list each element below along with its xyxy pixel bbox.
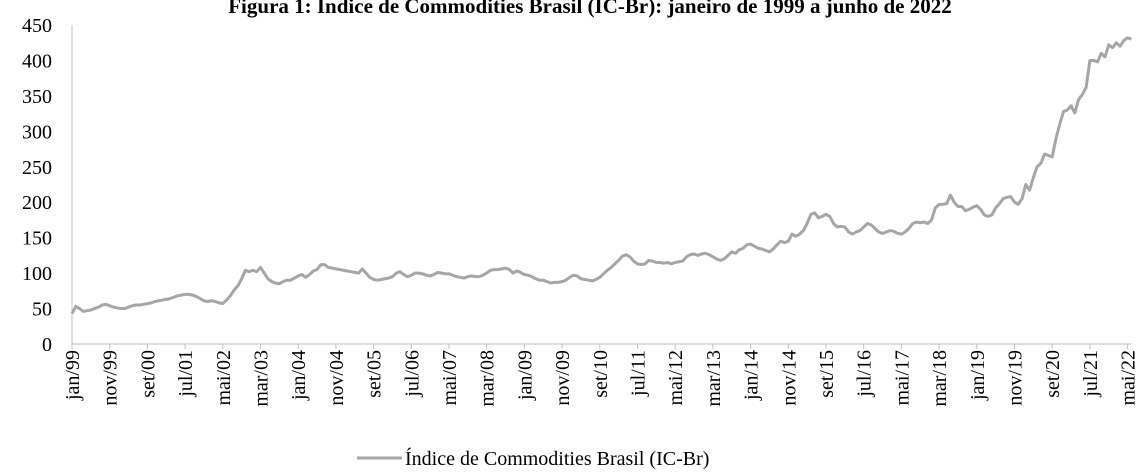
y-tick-label: 0: [42, 334, 52, 356]
x-tick-label: set/15: [816, 350, 838, 398]
x-tick-label: nov/04: [326, 350, 348, 406]
y-tick-label: 250: [22, 157, 52, 179]
x-tick-label: jul/01: [175, 350, 197, 398]
x-tick-label: nov/19: [1005, 350, 1027, 406]
x-tick-label: mai/07: [439, 350, 461, 406]
y-tick-label: 200: [22, 192, 52, 214]
x-tick-label: nov/14: [778, 350, 800, 406]
x-tick-label: mar/03: [251, 350, 273, 407]
x-tick-label: jul/11: [628, 350, 650, 397]
x-tick-label: set/10: [590, 350, 612, 398]
y-tick-label: 100: [22, 263, 52, 285]
x-tick-label: jul/16: [854, 350, 876, 398]
x-tick-label: set/05: [364, 350, 386, 398]
chart-title: Figura 1: Índice de Commodities Brasil (…: [228, 0, 952, 18]
x-tick-label: jan/09: [514, 350, 536, 401]
x-tick-label: mar/13: [703, 350, 725, 407]
series-line: [70, 36, 1132, 315]
legend-label: Índice de Commodities Brasil (IC-Br): [405, 447, 709, 470]
x-tick-label: jul/06: [401, 350, 423, 398]
x-tick-label: jan/19: [967, 350, 989, 401]
y-tick-label: 450: [22, 15, 52, 37]
x-tick-label: jan/04: [288, 350, 310, 401]
x-tick-label: mai/02: [213, 350, 235, 406]
y-tick-label: 50: [32, 299, 52, 321]
x-tick-label: jul/21: [1080, 350, 1102, 398]
x-tick-label: nov/99: [100, 350, 122, 406]
x-tick-label: jan/99: [62, 350, 84, 401]
x-tick-label: mai/12: [665, 350, 687, 406]
x-tick-label: mar/18: [929, 350, 951, 407]
y-tick-label: 400: [22, 50, 52, 72]
y-tick-label: 300: [22, 121, 52, 143]
x-tick-label: mai/22: [1118, 350, 1137, 406]
y-tick-label: 150: [22, 228, 52, 250]
x-tick-label: mar/08: [477, 350, 499, 407]
x-tick-label: set/20: [1042, 350, 1064, 398]
x-tick-label: jan/14: [741, 350, 763, 401]
y-tick-label: 350: [22, 86, 52, 108]
x-tick-label: nov/09: [552, 350, 574, 406]
x-tick-label: set/00: [137, 350, 159, 398]
x-tick-label: mai/17: [891, 350, 913, 406]
